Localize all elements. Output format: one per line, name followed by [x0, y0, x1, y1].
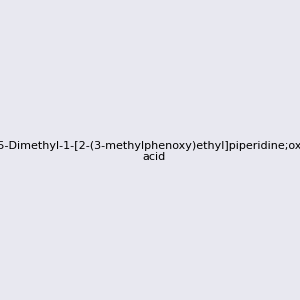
- Text: 3,5-Dimethyl-1-[2-(3-methylphenoxy)ethyl]piperidine;oxalic acid: 3,5-Dimethyl-1-[2-(3-methylphenoxy)ethyl…: [0, 141, 300, 162]
